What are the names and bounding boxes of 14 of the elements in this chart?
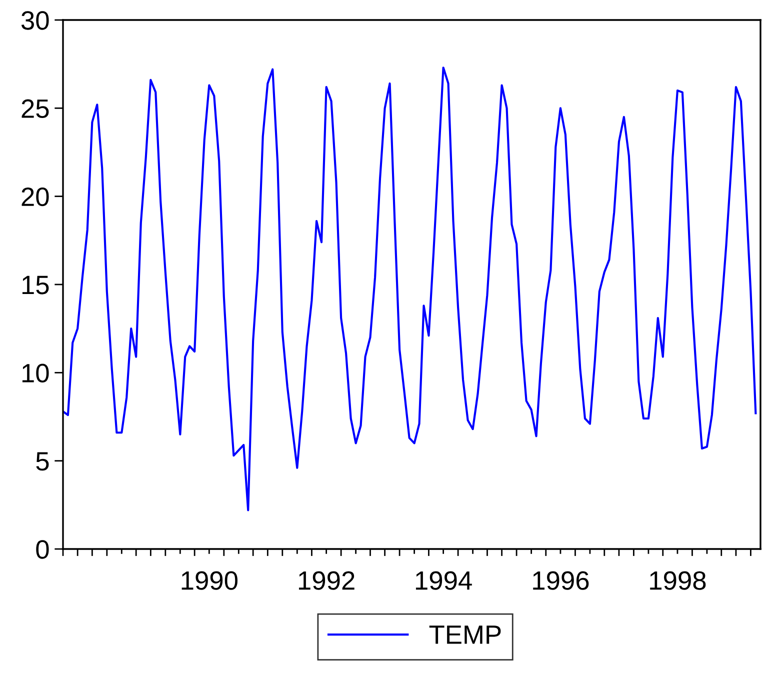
y-tick-label: 20 <box>22 187 49 206</box>
y-tick-label: 5 <box>36 452 49 471</box>
y-tick-label: 15 <box>22 276 49 294</box>
x-tick-label: 1994 <box>416 571 472 590</box>
x-tick-label: 1998 <box>650 571 706 590</box>
y-tick-label: 0 <box>36 540 49 559</box>
x-tick-label: 1992 <box>298 571 354 590</box>
line-series <box>63 66 757 512</box>
y-tick-label: 25 <box>22 99 49 118</box>
x-tick-label: 1990 <box>182 571 238 590</box>
y-tick-label: 10 <box>22 364 49 382</box>
x-tick-label: 1996 <box>533 571 589 590</box>
legend-label: TEMP <box>429 626 501 644</box>
y-tick-label: 30 <box>21 11 49 30</box>
